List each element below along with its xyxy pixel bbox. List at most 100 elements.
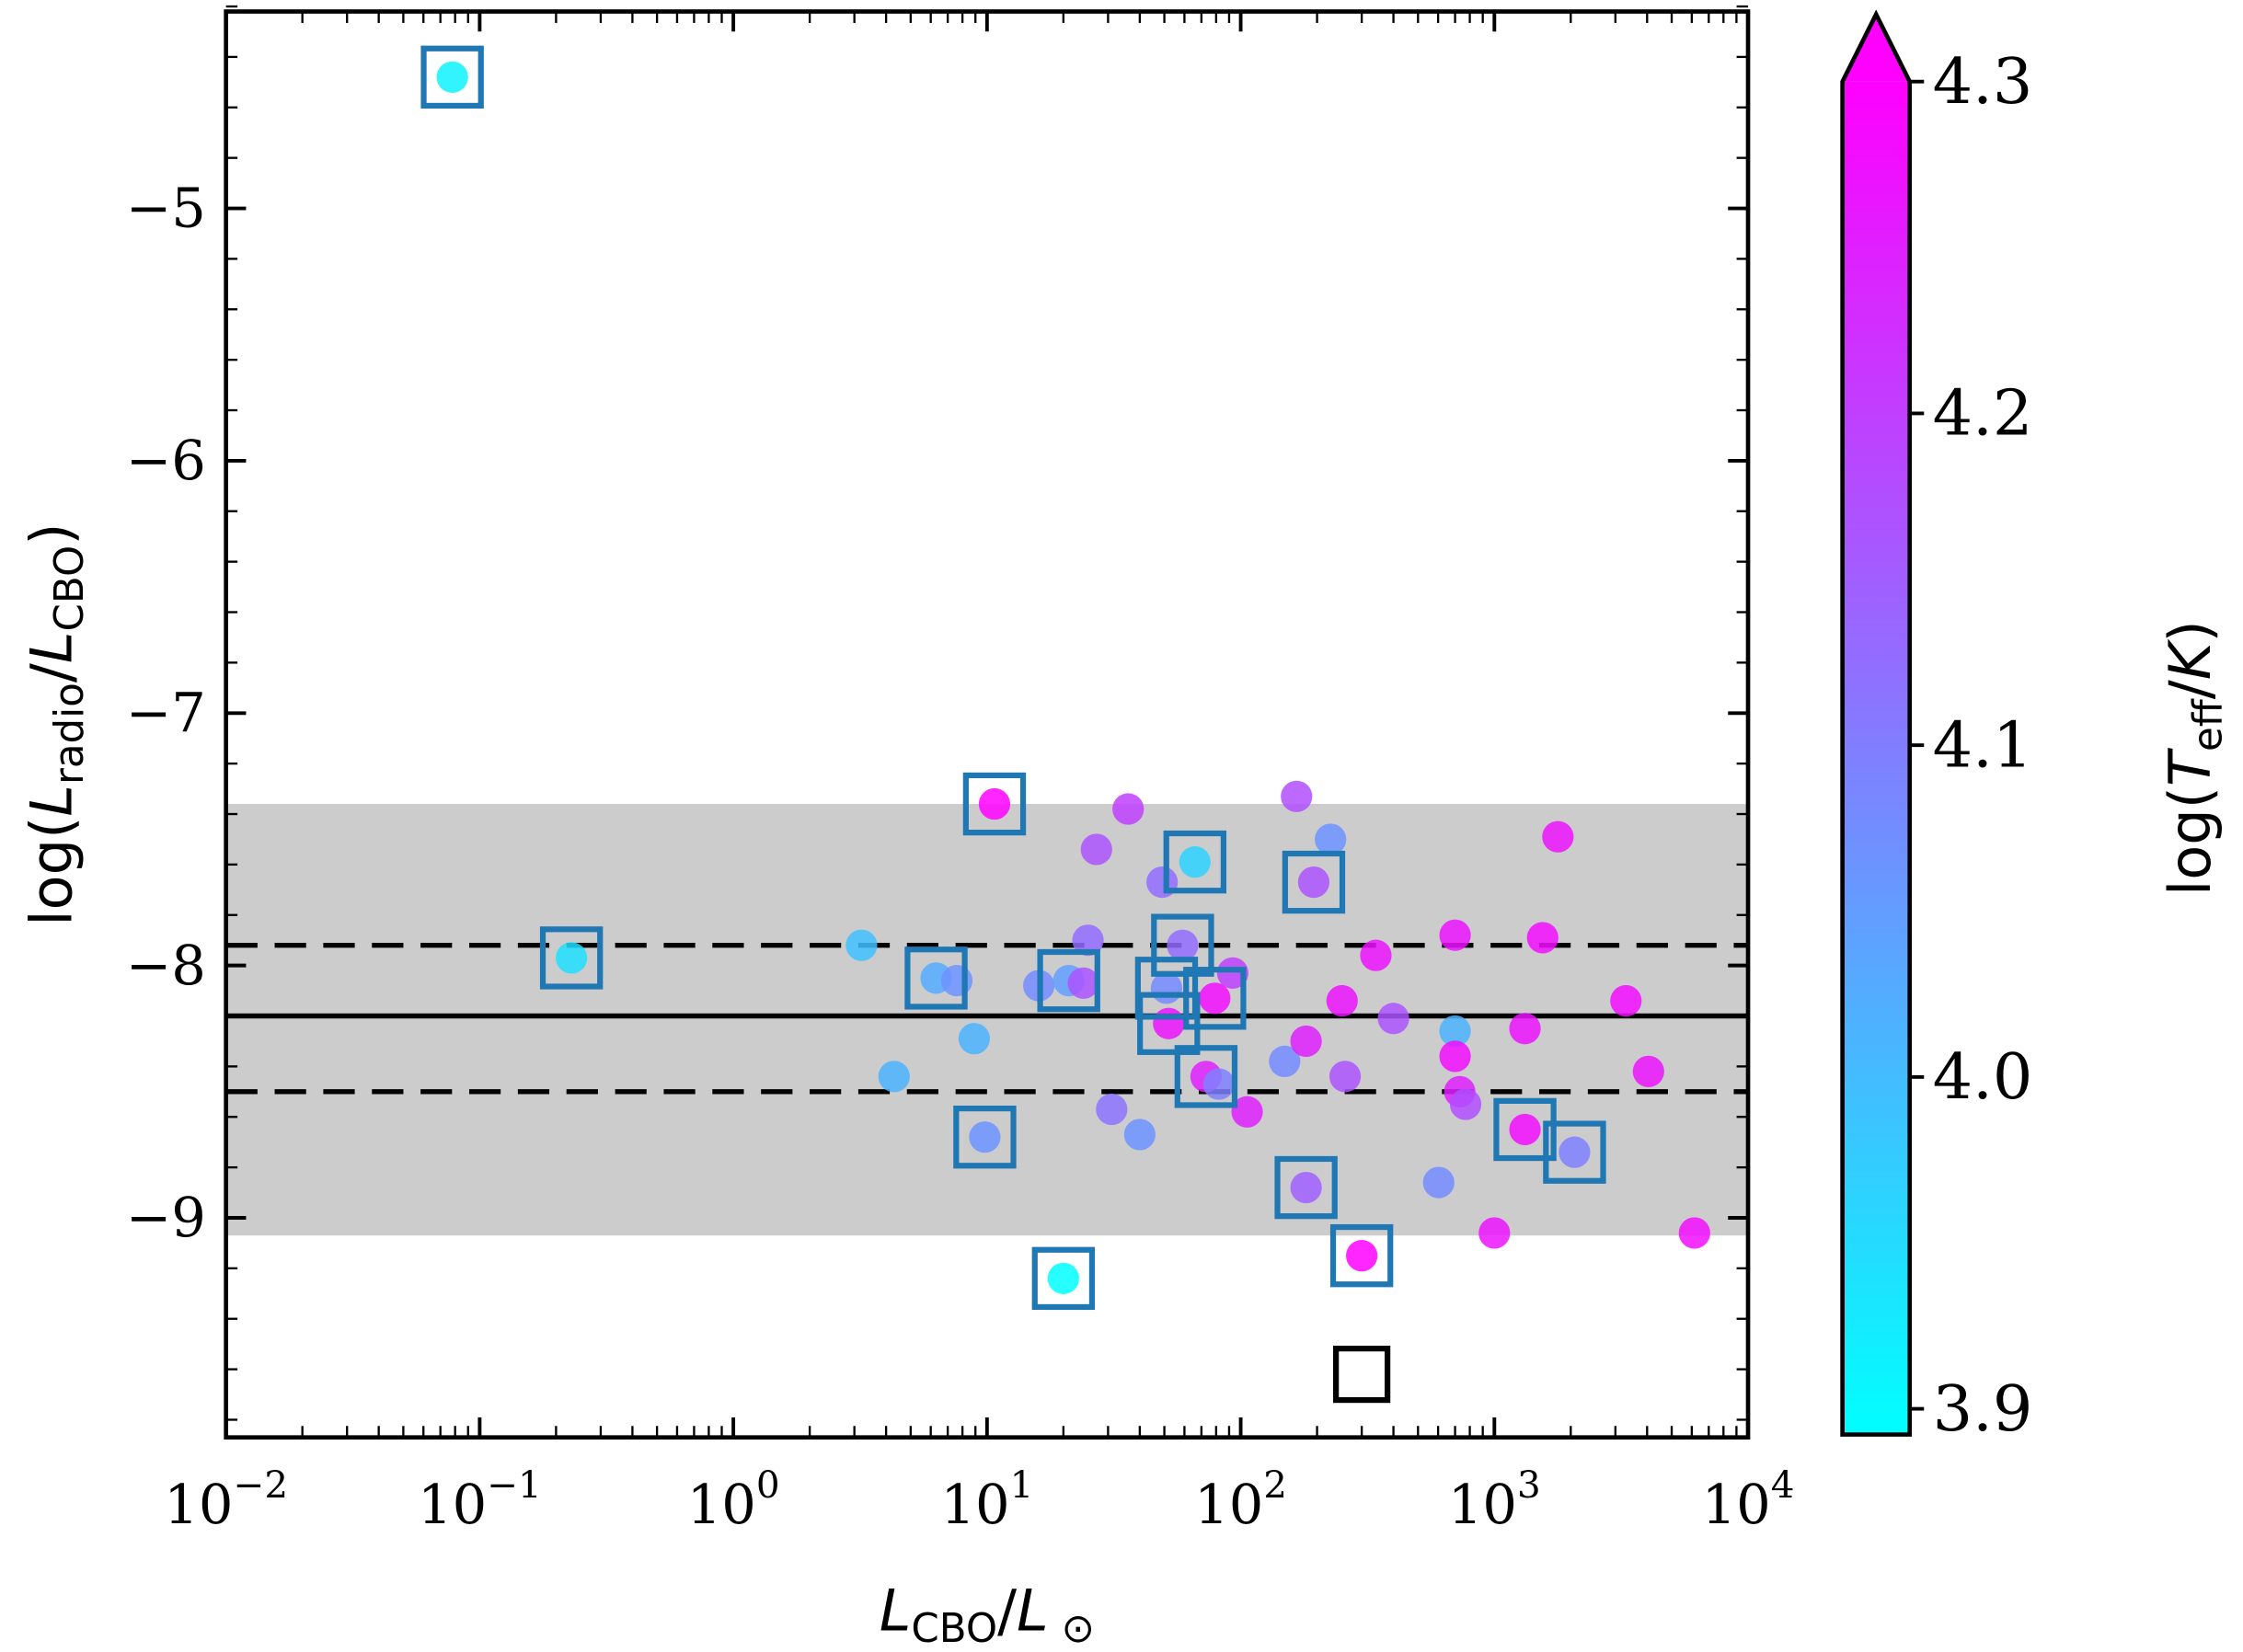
tick-exponent: 0 — [756, 1463, 780, 1507]
tick-base: 10 — [687, 1473, 756, 1536]
x-tick-label: 102 — [1194, 1463, 1287, 1536]
tick-exponent: 2 — [1263, 1463, 1287, 1507]
data-point — [1632, 1055, 1664, 1087]
y-tick-label: −7 — [126, 681, 206, 744]
box-marker — [962, 772, 1027, 836]
box-marker — [539, 926, 604, 990]
label-part: T — [2157, 747, 2224, 786]
data-point — [878, 1061, 910, 1093]
box-marker — [1037, 948, 1100, 1013]
data-point — [1346, 1240, 1378, 1272]
label-part: eff — [2186, 698, 2232, 751]
data-point — [436, 61, 468, 93]
colorbar-label: log(Teff/K) — [2157, 620, 2231, 896]
box-marker — [420, 45, 484, 109]
data-point — [1315, 823, 1347, 855]
tick-base: 10 — [1448, 1473, 1517, 1536]
data-point — [1153, 1007, 1185, 1039]
data-point — [1067, 967, 1099, 999]
data-point — [940, 964, 973, 997]
label-part: ) — [18, 522, 86, 545]
label-part: radio — [47, 683, 93, 785]
data-point — [978, 787, 1011, 820]
colorbar-extend-triangle — [1842, 14, 1910, 82]
box-marker — [904, 946, 968, 1010]
data-point — [1199, 982, 1231, 1015]
data-point — [1377, 1003, 1409, 1035]
x-tick-label: 100 — [687, 1463, 780, 1536]
data-point — [1123, 1119, 1156, 1151]
data-point — [1072, 924, 1104, 957]
tick-base: 10 — [164, 1473, 233, 1536]
data-point — [1269, 1045, 1301, 1077]
label-part: CBO — [911, 1606, 997, 1652]
label-part: L — [18, 785, 86, 817]
x-tick-label: 104 — [1702, 1463, 1795, 1536]
box-marker — [1329, 1223, 1394, 1288]
data-point — [1422, 1166, 1455, 1199]
colorbar-tick-label: 4.1 — [1933, 709, 2033, 782]
y-tick-label: −9 — [126, 1186, 206, 1249]
data-point — [1678, 1217, 1710, 1249]
colorbar: 3.9 4.0 4.1 4.2 4.3 log(Teff/K) — [1840, 9, 2232, 1446]
label-part: / — [997, 1577, 1017, 1645]
x-tick-label: 103 — [1448, 1463, 1541, 1536]
y-axis-label: log(Lradio/LCBO) — [18, 522, 93, 925]
label-part: K — [2157, 638, 2224, 680]
tick-base: 10 — [1194, 1473, 1263, 1536]
box-marker — [953, 1105, 1017, 1169]
data-point — [1167, 929, 1199, 961]
data-point — [1509, 1013, 1541, 1045]
colorbar-tick-label: 3.9 — [1933, 1373, 2033, 1446]
data-point — [1610, 984, 1642, 1017]
data-point — [1290, 1025, 1322, 1058]
data-point — [845, 929, 878, 961]
plot-area: 10−2 10−1 100 101 102 103 104−5−6−7−8−9LCBO/L … — [18, 5, 1795, 1652]
y-tick-label: −5 — [126, 177, 206, 240]
box-marker — [1163, 830, 1227, 894]
box-marker — [1493, 1097, 1557, 1162]
data-point — [1559, 1136, 1591, 1168]
y-tick-label: −8 — [126, 934, 206, 997]
data-point — [1150, 972, 1183, 1004]
box-marker — [1274, 1155, 1338, 1220]
open-square-marker — [1333, 1346, 1391, 1404]
box-marker — [1183, 967, 1247, 1030]
data-point — [1281, 780, 1313, 812]
data-point — [1047, 1262, 1079, 1294]
label-part: / — [2157, 680, 2224, 699]
box-marker — [1134, 957, 1199, 1020]
data-point — [1096, 1093, 1128, 1126]
data-point — [1329, 1061, 1362, 1093]
colorbar-tick-label: 4.0 — [1933, 1041, 2033, 1114]
label-part: / — [18, 663, 86, 683]
data-point — [1439, 1015, 1471, 1048]
label-part: L — [1017, 1577, 1049, 1645]
data-point — [1112, 793, 1145, 825]
x-tick-label: 10−2 — [164, 1463, 288, 1536]
data-point — [1080, 833, 1112, 866]
plot-content — [225, 45, 1749, 1404]
colorbar-frame — [1840, 9, 1913, 1437]
data-point — [1360, 939, 1392, 971]
data-point — [1202, 1068, 1235, 1100]
label-part: ) — [2157, 620, 2224, 642]
colorbar-tick-label: 4.2 — [1933, 378, 2033, 451]
data-point — [556, 942, 588, 974]
label-part: CBO — [47, 545, 93, 632]
tick-exponent: −2 — [233, 1463, 288, 1507]
data-point — [1449, 1088, 1482, 1120]
data-point — [1478, 1217, 1511, 1249]
x-tick-label: 10−1 — [418, 1463, 542, 1536]
data-point — [1439, 1040, 1471, 1073]
tick-exponent: 4 — [1771, 1463, 1795, 1507]
label-part: log( — [2157, 786, 2224, 896]
data-point — [1326, 984, 1358, 1017]
label-part: ⊙ — [1049, 1606, 1095, 1652]
data-point — [1231, 1096, 1263, 1128]
colorbar-tick-label: 4.3 — [1933, 46, 2033, 119]
box-marker — [1151, 913, 1214, 977]
tick-base: 10 — [1702, 1473, 1771, 1536]
box-marker — [1137, 992, 1201, 1055]
